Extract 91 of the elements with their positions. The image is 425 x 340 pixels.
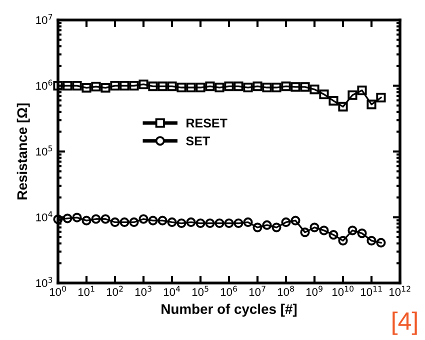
point xyxy=(72,212,82,222)
x-tick-label: 10$^{0}$ xyxy=(50,286,66,296)
legend-label: SET xyxy=(186,136,210,146)
point xyxy=(91,214,101,224)
point xyxy=(243,82,253,92)
point xyxy=(281,82,291,92)
point xyxy=(196,218,206,228)
point xyxy=(129,217,139,228)
y-tick-label: 10$^{5}$ xyxy=(36,146,52,156)
point xyxy=(120,217,130,228)
point xyxy=(234,218,244,228)
point xyxy=(319,90,329,100)
point xyxy=(338,236,348,246)
point xyxy=(262,82,272,92)
point xyxy=(281,217,291,228)
x-tick-label: 10$^{12}$ xyxy=(390,286,410,296)
point xyxy=(110,80,120,91)
x-axis-title: Number of cycles [#] xyxy=(162,304,297,317)
x-tick-label: 10$^{7}$ xyxy=(249,286,266,296)
point xyxy=(214,82,224,92)
point xyxy=(366,236,376,246)
point xyxy=(91,82,101,92)
point xyxy=(167,217,177,228)
point xyxy=(110,217,120,228)
point xyxy=(348,226,358,236)
point xyxy=(176,218,186,228)
point xyxy=(272,222,282,232)
legend-label: RESET xyxy=(186,118,228,128)
point xyxy=(243,217,253,228)
x-tick-label: 10$^{4}$ xyxy=(164,286,180,296)
point xyxy=(224,218,234,228)
point xyxy=(376,238,386,248)
point xyxy=(376,92,386,102)
x-tick-label: 10$^{10}$ xyxy=(332,286,354,296)
point xyxy=(138,80,148,90)
point xyxy=(100,83,110,93)
point xyxy=(262,220,272,230)
point xyxy=(348,90,358,100)
point xyxy=(252,82,262,92)
point xyxy=(252,222,262,232)
x-tick-label: 10$^{6}$ xyxy=(220,286,238,296)
x-tick-label: 10$^{2}$ xyxy=(106,286,123,296)
y-tick-label: 10$^{6}$ xyxy=(36,80,52,90)
x-tick-label: 10$^{1}$ xyxy=(78,286,94,296)
point xyxy=(167,82,177,92)
point xyxy=(357,86,367,96)
point xyxy=(224,82,234,92)
point xyxy=(148,216,158,226)
point xyxy=(100,214,110,224)
point xyxy=(290,216,300,226)
point xyxy=(72,80,82,91)
point xyxy=(300,82,310,92)
y-tick-label: 10$^{4}$ xyxy=(36,211,52,222)
point xyxy=(138,214,148,224)
point xyxy=(272,82,282,92)
point xyxy=(328,230,338,240)
point xyxy=(82,216,92,226)
point xyxy=(338,102,348,112)
point xyxy=(319,226,329,236)
point xyxy=(82,83,92,93)
point xyxy=(148,82,158,92)
point xyxy=(234,82,244,92)
x-tick-label: 10$^{8}$ xyxy=(278,286,294,296)
x-tick-label: 10$^{11}$ xyxy=(361,286,382,296)
x-tick-label: 10$^{3}$ xyxy=(135,286,152,296)
point xyxy=(214,218,224,228)
y-tick-label: 10$^{3}$ xyxy=(36,276,52,288)
point xyxy=(196,82,206,92)
point xyxy=(205,82,215,92)
x-tick-label: 10$^{9}$ xyxy=(306,286,322,296)
point xyxy=(158,216,168,226)
point xyxy=(357,228,367,238)
point xyxy=(310,222,320,232)
point xyxy=(62,214,72,224)
point xyxy=(186,217,196,228)
point xyxy=(310,84,320,94)
point xyxy=(328,96,338,106)
point xyxy=(120,80,130,91)
point xyxy=(62,80,72,91)
y-axis-title: Resistance [Ω] xyxy=(16,103,30,200)
point xyxy=(366,100,376,110)
point xyxy=(300,228,310,238)
point xyxy=(205,218,215,228)
point xyxy=(290,82,300,92)
y-tick-label: 10$^{7}$ xyxy=(36,14,52,24)
x-tick-label: 10$^{5}$ xyxy=(192,286,208,296)
point xyxy=(176,82,186,92)
point xyxy=(158,82,168,92)
point xyxy=(186,82,196,92)
text: [4] xyxy=(392,312,417,335)
point xyxy=(129,80,139,91)
